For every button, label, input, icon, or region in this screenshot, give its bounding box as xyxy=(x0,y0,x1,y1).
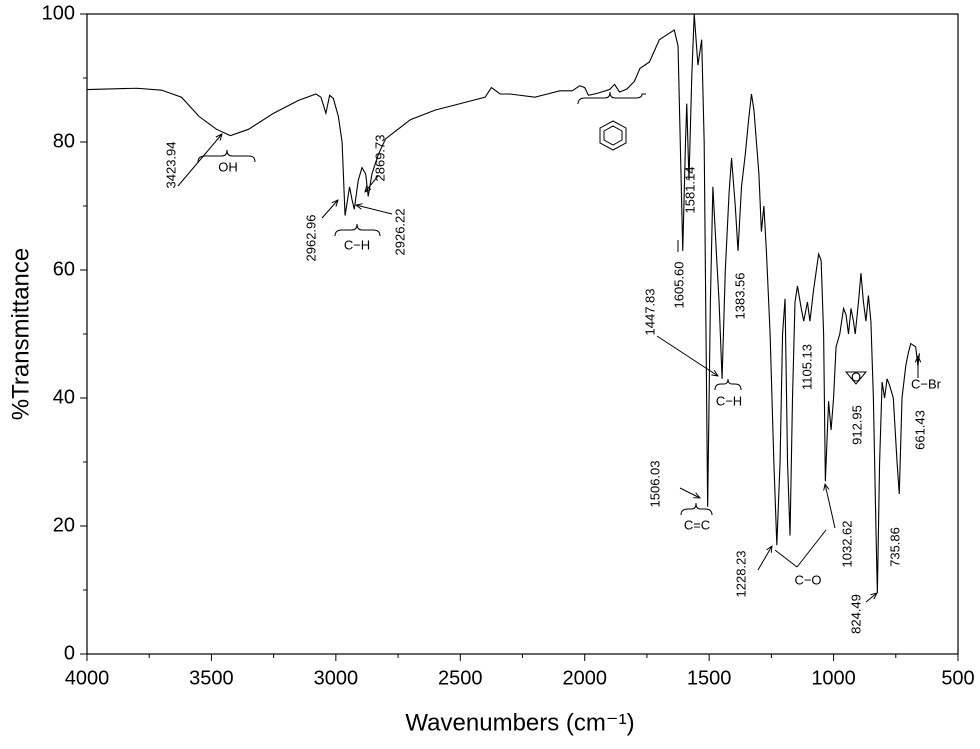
x-tick-label: 3000 xyxy=(314,667,359,689)
annotation: 1228.23 xyxy=(733,551,748,598)
x-tick-label: 1000 xyxy=(811,667,856,689)
leader xyxy=(796,529,827,568)
annotation: 1383.56 xyxy=(732,273,747,320)
y-tick-label: 0 xyxy=(64,642,75,664)
arrow xyxy=(679,487,700,498)
brace xyxy=(680,502,713,516)
annotation: 2962.96 xyxy=(303,215,318,262)
spectrum-line xyxy=(86,13,920,594)
y-tick-label: 80 xyxy=(53,130,75,152)
annotation: 912.95 xyxy=(849,405,864,445)
plot-frame xyxy=(86,13,959,655)
arrow xyxy=(356,205,393,215)
annotation: 661.43 xyxy=(912,410,927,450)
x-tick-label: 1500 xyxy=(687,667,732,689)
arrow xyxy=(757,546,772,571)
brace xyxy=(197,149,256,163)
x-tick-label: 3500 xyxy=(189,667,234,689)
arrow xyxy=(321,200,338,219)
x-axis-label: Wavenumbers (cm⁻¹) xyxy=(405,709,634,736)
arrow xyxy=(865,593,877,603)
benzene-ring xyxy=(599,120,627,151)
annotation: 1447.83 xyxy=(642,289,657,336)
annotation: C=C xyxy=(684,517,710,532)
y-axis-label: %Transmittance xyxy=(7,248,34,421)
brace xyxy=(334,223,381,237)
annotation: 1105.13 xyxy=(799,344,814,390)
annotation: C−H xyxy=(344,237,370,252)
annotation: 735.86 xyxy=(887,527,902,567)
annotation: 824.49 xyxy=(848,594,863,634)
arrow xyxy=(825,484,836,529)
y-tick-label: 20 xyxy=(53,514,75,536)
brace xyxy=(714,378,742,391)
annotation: 1581.14 xyxy=(682,167,697,214)
y-tick-label: 40 xyxy=(53,386,75,408)
annotation: 2869.73 xyxy=(372,135,387,182)
x-tick-label: 2500 xyxy=(438,667,483,689)
x-tick-label: 4000 xyxy=(65,667,110,689)
y-tick-label: 60 xyxy=(53,258,75,280)
brace xyxy=(577,91,646,105)
epoxide-ring xyxy=(844,371,868,385)
annotation: O xyxy=(851,369,861,384)
annotation: C−O xyxy=(794,572,821,587)
annotation: 1506.03 xyxy=(647,461,662,508)
leader xyxy=(774,549,798,568)
annotation: 3423.94 xyxy=(163,142,178,189)
x-tick-label: 2000 xyxy=(562,667,607,689)
x-tick-label: 500 xyxy=(941,667,974,689)
annotation: OH xyxy=(218,159,238,174)
annotation: 1032.62 xyxy=(839,521,854,568)
annotation: 1605.60 xyxy=(671,262,686,309)
y-tick-label: 100 xyxy=(42,2,75,24)
benzene-ring xyxy=(603,125,623,146)
annotation: C−H xyxy=(716,393,742,408)
arrow xyxy=(656,335,718,376)
annotation-decorations xyxy=(177,91,918,603)
arrow xyxy=(177,134,222,187)
annotation: C−Br xyxy=(911,376,942,391)
annotation: 2926.22 xyxy=(392,209,407,256)
